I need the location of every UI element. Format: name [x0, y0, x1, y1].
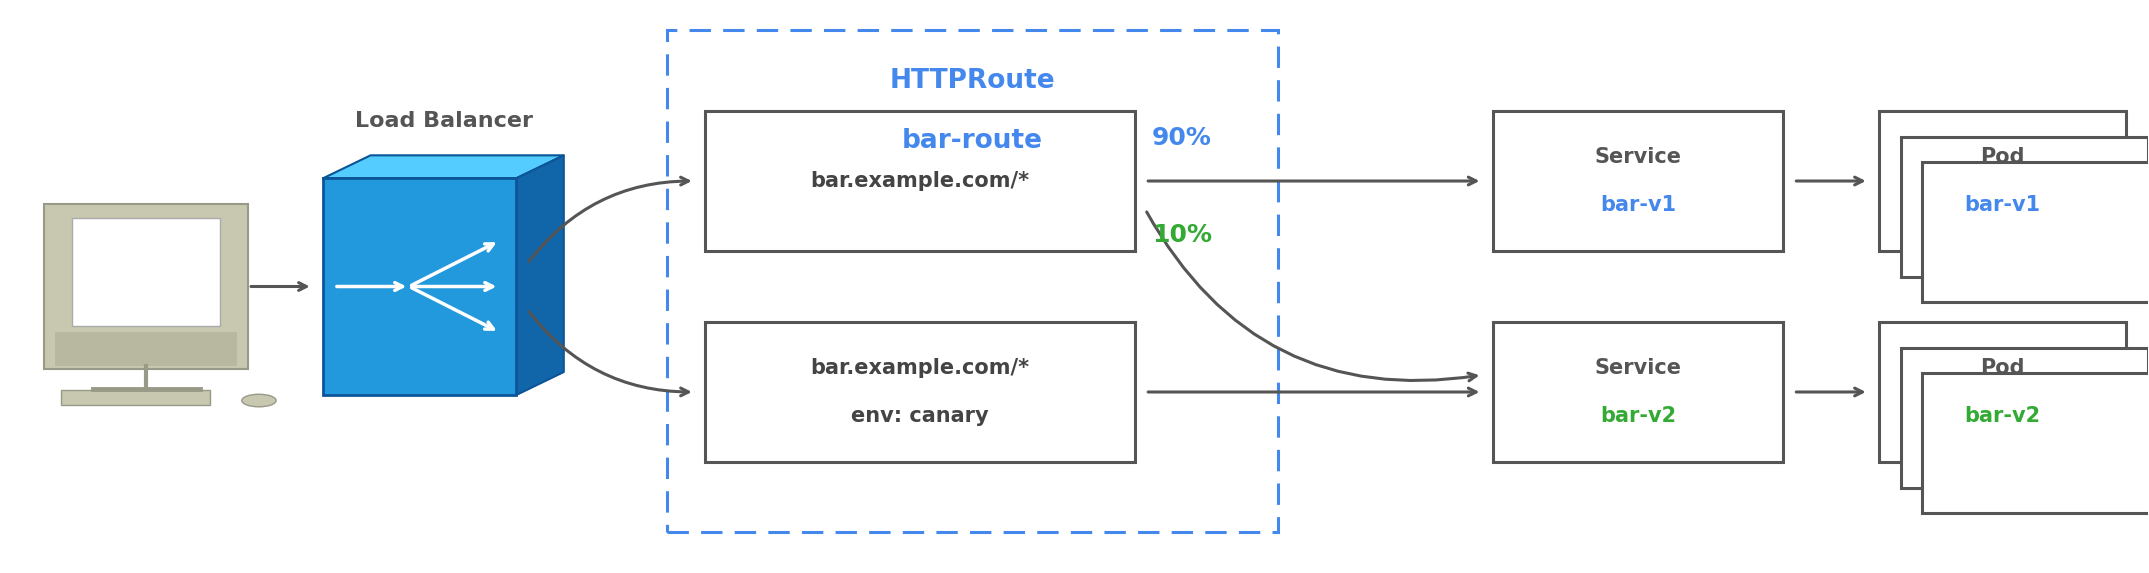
FancyBboxPatch shape — [1921, 163, 2149, 302]
Text: bar-v1: bar-v1 — [1964, 195, 2042, 215]
FancyBboxPatch shape — [705, 111, 1135, 251]
Text: HTTPRoute: HTTPRoute — [890, 68, 1055, 94]
Text: env: canary: env: canary — [851, 406, 989, 426]
FancyBboxPatch shape — [1902, 348, 2147, 488]
FancyBboxPatch shape — [73, 218, 221, 327]
Text: 90%: 90% — [1152, 126, 1212, 150]
Text: bar.example.com/*: bar.example.com/* — [810, 171, 1029, 191]
FancyBboxPatch shape — [322, 178, 516, 395]
Ellipse shape — [243, 394, 275, 407]
FancyBboxPatch shape — [1880, 111, 2125, 251]
Text: bar-v2: bar-v2 — [1964, 406, 2042, 426]
FancyBboxPatch shape — [1880, 322, 2125, 462]
Text: bar-v2: bar-v2 — [1599, 406, 1676, 426]
FancyBboxPatch shape — [45, 204, 247, 369]
Text: bar.example.com/*: bar.example.com/* — [810, 358, 1029, 378]
Text: Load Balancer: Load Balancer — [355, 111, 533, 131]
Polygon shape — [322, 155, 563, 178]
Text: Service: Service — [1595, 147, 1681, 167]
FancyBboxPatch shape — [1494, 322, 1784, 462]
FancyBboxPatch shape — [1921, 374, 2149, 513]
FancyBboxPatch shape — [62, 390, 211, 405]
FancyBboxPatch shape — [56, 332, 239, 366]
Text: Pod: Pod — [1981, 147, 2024, 167]
Polygon shape — [516, 155, 563, 395]
FancyBboxPatch shape — [1902, 137, 2147, 277]
Text: 10%: 10% — [1152, 223, 1212, 247]
Text: Pod: Pod — [1981, 358, 2024, 378]
Text: Service: Service — [1595, 358, 1681, 378]
Text: bar-v1: bar-v1 — [1599, 195, 1676, 215]
Text: bar-route: bar-route — [903, 128, 1042, 154]
FancyBboxPatch shape — [1494, 111, 1784, 251]
FancyBboxPatch shape — [705, 322, 1135, 462]
